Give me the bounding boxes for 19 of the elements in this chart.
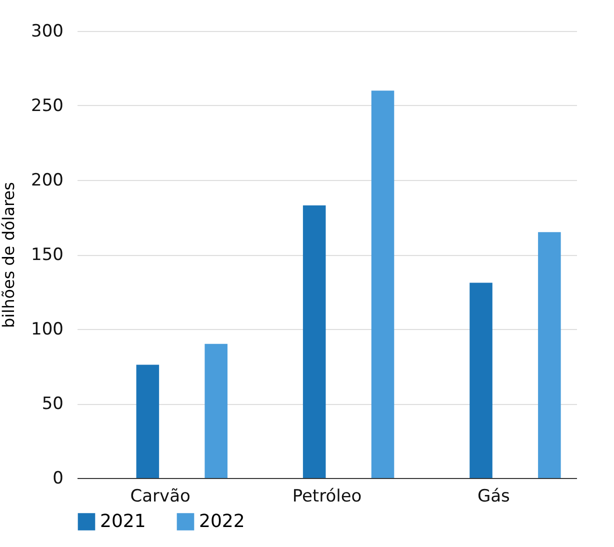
legend-label: 2022: [199, 510, 245, 532]
y-tick-label: 250: [31, 96, 64, 116]
y-tick-label: 300: [31, 22, 64, 42]
bar: [538, 232, 561, 478]
y-tick-label: 100: [31, 320, 64, 340]
bar: [136, 364, 160, 478]
bar: [371, 90, 394, 478]
x-tick-label: Petróleo: [292, 486, 362, 506]
x-tick-label: Carvão: [130, 486, 190, 506]
y-axis-title: bilhões de dólares: [0, 182, 18, 328]
y-tick-label: 0: [52, 468, 64, 488]
legend-label: 2021: [100, 510, 146, 532]
bar: [204, 344, 228, 478]
x-tick-label: Gás: [477, 486, 510, 506]
y-tick-label: 200: [31, 170, 64, 190]
y-tick-label: 150: [31, 245, 64, 265]
bar: [302, 205, 326, 478]
y-tick-label: 50: [42, 394, 64, 414]
bar: [470, 282, 492, 478]
